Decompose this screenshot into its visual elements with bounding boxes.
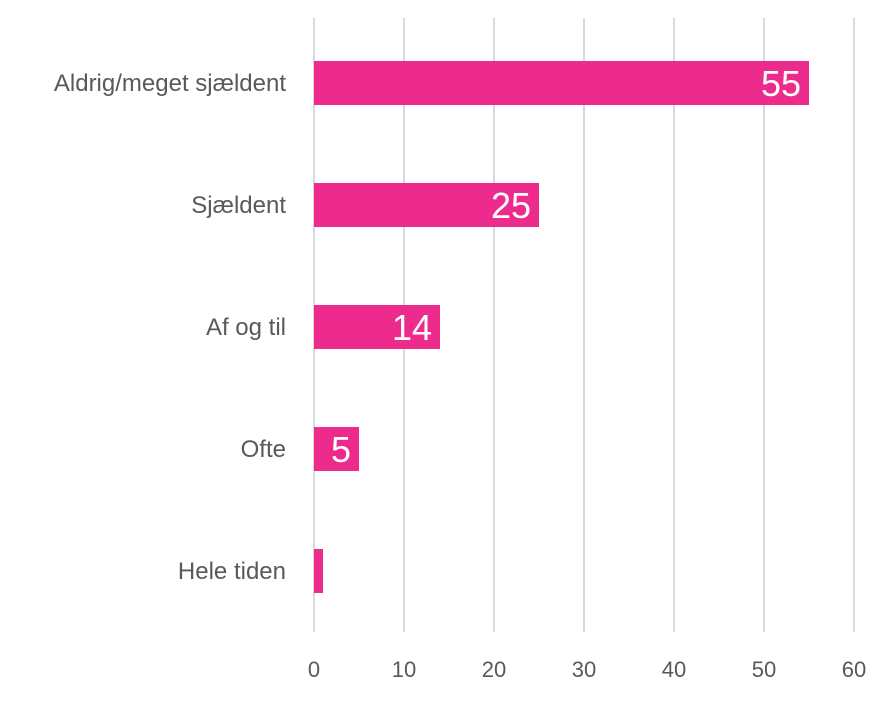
x-tick-label-30: 30 [572,657,596,682]
bars [314,61,809,593]
x-tick-label-40: 40 [662,657,686,682]
category-label-2: Sjældent [191,192,286,219]
category-axis: Aldrig/meget sjældent Sjældent Af og til Of… [54,70,286,585]
data-label-1: 55 [761,63,801,104]
bar-2 [314,183,539,227]
bar-1 [314,61,809,105]
x-tick-label-60: 60 [842,657,866,682]
data-label-2: 25 [491,185,531,226]
data-label-4: 5 [331,429,351,470]
gridlines [313,18,855,632]
category-label-5: Hele tiden [178,558,286,585]
x-tick-label-20: 20 [482,657,506,682]
x-tick-label-50: 50 [752,657,776,682]
data-labels: 55 25 14 5 [331,63,801,470]
x-tick-label-10: 10 [392,657,416,682]
bar-5 [314,549,323,593]
category-label-4: Ofte [241,436,286,463]
bar-4 [314,427,359,471]
bar-3 [314,305,440,349]
x-tick-label-0: 0 [308,657,320,682]
data-label-3: 14 [392,307,432,348]
category-label-3: Af og til [206,314,286,341]
value-axis: 0 10 20 30 40 50 60 [308,657,866,682]
category-label-1: Aldrig/meget sjældent [54,70,286,97]
